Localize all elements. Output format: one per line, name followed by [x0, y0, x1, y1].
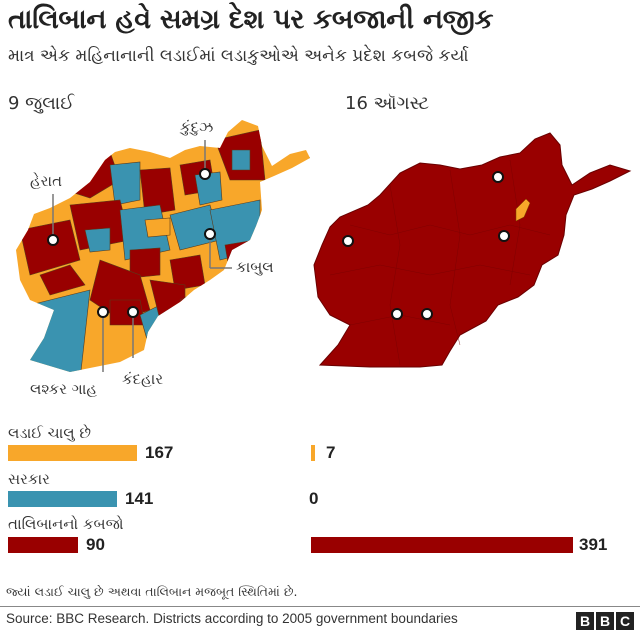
city-marker-kandahar-aug [421, 308, 433, 320]
value-july-taliban: 90 [86, 535, 105, 554]
chart-title: તાલિબાન હવે સમગ્ર દેશ પર કબજાની નજીક [8, 4, 494, 35]
value-july-government: 141 [125, 489, 154, 508]
chart-subtitle: માત્ર એક મહિનાનાની લડાઈમાં લડાકુઓએ અનેક … [8, 46, 469, 66]
value-aug-government: 0 [309, 489, 319, 508]
footnote: જ્યાં લડાઈ ચાલુ છે અથવા તાલિબાન મજબૂત સ્… [6, 584, 298, 599]
city-marker-lashkar-gah-aug [391, 308, 403, 320]
legend-label-taliban: તાલિબાનનો કબજો [8, 515, 124, 533]
value-july-contested: 167 [145, 443, 174, 462]
city-label-lashkar-gah: લશ્કર ગાહ [30, 380, 98, 398]
bar-july-contested [8, 445, 137, 461]
bar-aug-contested [311, 445, 315, 461]
bar-july-taliban [8, 537, 78, 553]
city-marker-kunduz [199, 168, 211, 180]
bbc-logo: B B C [576, 612, 634, 630]
bbc-logo-letter: B [576, 612, 594, 630]
city-marker-herat-aug [342, 235, 354, 247]
bar-aug-taliban [311, 537, 573, 553]
bbc-logo-letter: C [616, 612, 634, 630]
city-marker-kandahar [127, 306, 139, 318]
city-marker-kabul [204, 228, 216, 240]
map-august [313, 132, 632, 368]
city-label-kabul: કાબુલ [236, 258, 274, 276]
legend-label-contested: લડાઈ ચાલુ છે [8, 424, 91, 442]
panel-date-july: 9 જુલાઈ [8, 93, 75, 114]
city-marker-kunduz-aug [492, 171, 504, 183]
city-markers [47, 140, 232, 372]
bar-july-government [8, 491, 117, 507]
legend-label-government: સરકાર [8, 470, 50, 488]
source-text: Source: BBC Research. Districts accordin… [6, 611, 458, 626]
city-marker-herat [47, 234, 59, 246]
bbc-logo-letter: B [596, 612, 614, 630]
panel-date-august: 16 ઑગસ્ટ [345, 93, 430, 114]
value-aug-contested: 7 [326, 443, 336, 462]
map-july [16, 120, 310, 372]
footer-divider [0, 606, 640, 607]
city-label-kandahar: કંદહાર [122, 370, 164, 388]
city-label-herat: હેરાત [30, 172, 63, 190]
city-label-kunduz: કુંદુઝ [180, 118, 214, 136]
city-marker-lashkar-gah [97, 306, 109, 318]
value-aug-taliban: 391 [579, 535, 608, 554]
city-marker-kabul-aug [498, 230, 510, 242]
